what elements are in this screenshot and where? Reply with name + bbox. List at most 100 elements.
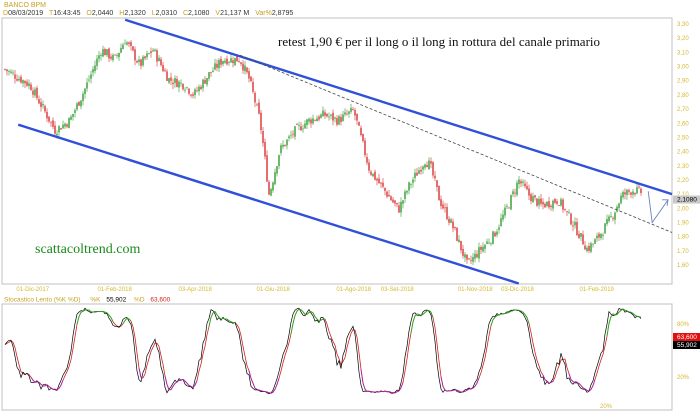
overbought-segment [422,312,426,315]
oversold-segment [458,390,462,393]
candle-body [230,58,232,63]
candle-body [36,87,38,99]
candle-body [622,191,624,198]
candle-body [594,239,596,244]
overbought-segment [106,312,110,316]
overbought-segment [312,312,316,317]
candle-body [4,69,6,70]
d-value-tag-label: 63,600 [677,334,697,341]
candle-body [414,172,416,179]
candle-body [60,128,62,130]
candle-body [222,60,224,65]
candle-body [540,198,542,204]
candle-body [528,188,530,196]
candle-body [346,113,348,115]
oversold-segment [442,386,446,391]
candle-body [24,80,26,84]
candle-body [444,207,446,209]
retest-arrow [647,191,669,224]
candle-body [548,201,550,208]
candle-body [302,128,304,130]
oversold-segment [60,379,64,386]
candle-body [562,199,564,210]
d-value-tag [673,333,700,341]
time-label: T [49,10,54,17]
candle-body [428,160,430,170]
candle-body [264,141,266,157]
candle-body [72,113,74,117]
oversold-segment [276,378,280,385]
candle-body [570,213,572,225]
candle-body [202,79,204,89]
stochastic-title: Stocastico Lento (%K %D) [4,297,81,304]
candle-body [70,116,72,120]
oversold-segment [138,367,142,378]
candle-body [278,155,280,167]
candle-body [260,112,262,131]
oversold-segment [474,382,478,387]
overbought-segment [208,317,212,327]
overbought-segment [608,316,612,324]
candle-body [26,81,28,86]
oversold-segment [398,387,402,392]
candle-body [410,184,412,186]
candle-body [94,65,96,72]
oversold-segment [388,391,392,393]
candle-body [262,131,264,144]
overbought-segment [524,314,528,318]
candle-body [284,144,286,147]
candle-body [130,42,132,46]
y-tick-label: 2,30 [677,164,689,170]
x-tick-label: 01-Feb-2019 [580,287,615,293]
candle-body [588,245,590,251]
candle-body [360,127,362,136]
candle-body [300,126,302,131]
candle-body [10,71,12,73]
candle-body [526,186,528,190]
candle-body [54,125,56,134]
candle-body [392,199,394,203]
oversold-segment [258,389,262,392]
candle-body [172,82,174,85]
candle-body [348,111,350,114]
oversold-segment [252,383,256,389]
overbought-segment [298,308,302,311]
candle-body [580,232,582,237]
overbought-segment [316,318,320,322]
candle-body [328,116,330,118]
overbought-segment [102,310,106,313]
candle-body [434,175,436,179]
candle-body [630,192,632,195]
candle-body [40,102,42,107]
stochastic-y-tick: 20% [677,375,690,381]
oversold-segment [568,373,572,380]
candle-body [388,194,390,197]
oversold-segment [570,379,574,382]
overbought-segment [526,317,530,324]
overbought-segment [632,313,636,316]
y-tick-label: 1,60 [677,263,689,269]
candle-body [184,89,186,91]
low-value: 2,0310 [156,10,178,17]
candle-body [380,182,382,184]
overbought-segment [430,311,434,318]
candle-body [310,119,312,124]
candle-body [514,192,516,194]
overbought-segment [520,310,524,313]
overbought-segment [414,313,418,317]
candle-body [402,200,404,204]
candle-body [144,56,146,59]
candle-body [344,112,346,115]
overbought-segment [512,309,516,312]
oversold-segment [40,384,44,387]
candle-body [616,206,618,212]
candle-body [610,216,612,218]
y-tick-label: 2,00 [677,206,689,212]
candle-body [572,225,574,227]
candle-body [196,90,198,92]
oversold-segment [546,380,550,384]
candle-body [578,233,580,239]
d-value: 63,600 [150,297,170,304]
candle-body [154,49,156,51]
overbought-segment [498,313,502,316]
